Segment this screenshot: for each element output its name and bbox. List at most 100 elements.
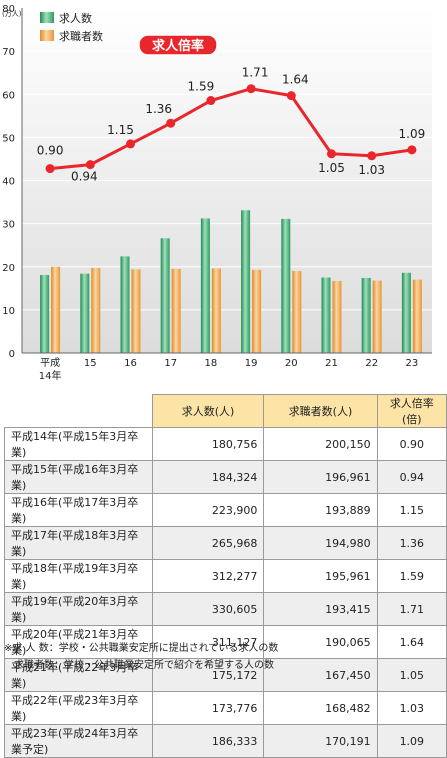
bar-seekers <box>51 266 61 353</box>
bar-seekers <box>412 279 422 353</box>
ratio-point <box>327 149 336 159</box>
cell-seekers: 196,961 <box>263 460 378 494</box>
bar-jobs <box>281 218 291 353</box>
ratio-point <box>286 91 296 101</box>
cell-ratio: 1.71 <box>376 592 447 626</box>
row-label: 平成23年(平成24年3月卒業予定) <box>4 724 153 758</box>
x-tick-label: 18 <box>205 358 218 369</box>
ratio-tag-label: 求人倍率 <box>152 38 204 54</box>
cell-ratio: 0.90 <box>376 427 447 461</box>
ratio-point <box>85 160 95 170</box>
ratio-point <box>45 164 55 174</box>
table-row: 平成15年(平成16年3月卒業) 184,324 196,961 0.94 <box>4 460 447 494</box>
table-row: 平成14年(平成15年3月卒業) 180,756 200,150 0.90 <box>4 427 447 461</box>
bar-jobs <box>160 238 170 353</box>
y-tick-label: 70 <box>2 47 15 58</box>
x-tick-label: 21 <box>325 358 338 369</box>
bar-jobs <box>401 272 411 353</box>
bar-seekers <box>332 280 342 353</box>
table-corner <box>4 394 153 428</box>
ratio-label: 1.15 <box>107 123 134 137</box>
y-tick-label: 80 <box>2 4 15 15</box>
header-jobs: 求人数(人) <box>151 394 265 428</box>
header-ratio: 求人倍率(倍) <box>376 394 447 428</box>
chart: 0 10 20 30 40 50 60 70 80 平成 14年 15 16 17 18 19 20 21 22 2… <box>2 4 432 382</box>
cell-seekers: 195,961 <box>263 559 378 593</box>
row-label: 平成16年(平成17年3月卒業) <box>4 493 153 527</box>
ratio-point <box>166 118 176 128</box>
ratio-label: 1.64 <box>282 73 309 87</box>
x-tick-label: 23 <box>406 358 419 369</box>
ratio-point <box>246 84 256 94</box>
cell-seekers: 167,450 <box>263 658 378 692</box>
x-tick-label: 22 <box>365 358 378 369</box>
table-row: 平成17年(平成18年3月卒業) 265,968 194,980 1.36 <box>4 526 447 560</box>
ratio-label: 1.05 <box>318 161 345 175</box>
bar-jobs <box>40 274 50 353</box>
y-unit: (万人) <box>2 10 22 18</box>
legend-label-jobs: 求人数 <box>59 12 92 25</box>
row-label: 平成15年(平成16年3月卒業) <box>4 460 153 494</box>
x-tick-label: 15 <box>84 358 97 369</box>
cell-seekers: 193,889 <box>263 493 378 527</box>
y-tick-label: 10 <box>2 306 15 317</box>
ratio-point <box>367 151 377 161</box>
cell-seekers: 190,065 <box>263 625 378 659</box>
ratio-label: 1.71 <box>242 66 269 80</box>
row-label: 平成17年(平成18年3月卒業) <box>4 526 153 560</box>
ratio-label: 0.94 <box>71 170 98 184</box>
cell-seekers: 168,482 <box>263 691 378 725</box>
cell-jobs: 184,324 <box>151 460 265 494</box>
cell-jobs: 180,756 <box>151 427 265 461</box>
ratio-label: 1.09 <box>399 127 426 141</box>
ratio-tag: 求人倍率 <box>138 34 218 56</box>
x-tick-label: 19 <box>245 358 258 369</box>
legend: 求人数 求職者数 <box>40 12 103 43</box>
cell-ratio: 1.03 <box>376 691 447 725</box>
table-row: 平成19年(平成20年3月卒業) 330,605 193,415 1.71 <box>4 592 447 626</box>
bar-jobs <box>361 277 371 353</box>
bar-seekers <box>252 269 262 353</box>
ratio-line-path <box>49 87 413 171</box>
bar-jobs <box>321 277 331 353</box>
ratio-label: 1.59 <box>188 80 215 94</box>
note-jobs: ※求 人 数：学校・公共職業安定所に提出されている求人の数 <box>4 643 279 654</box>
y-tick-label: 30 <box>2 220 15 231</box>
bar-jobs <box>120 256 130 353</box>
cell-jobs: 186,333 <box>151 724 265 758</box>
cell-ratio: 1.36 <box>376 526 447 560</box>
ratio-label: 0.90 <box>37 144 64 158</box>
notes: ※求 人 数：学校・公共職業安定所に提出されている求人の数 求職者数：学校・公共… <box>4 640 278 674</box>
bar-jobs <box>241 210 251 353</box>
bar-seekers <box>131 269 141 353</box>
ratio-point <box>206 96 216 106</box>
bar-seekers <box>91 268 101 353</box>
legend-swatch-jobs <box>40 12 54 23</box>
cell-jobs: 173,776 <box>151 691 265 725</box>
cell-ratio: 1.09 <box>376 724 447 758</box>
row-label: 平成14年(平成15年3月卒業) <box>4 427 153 461</box>
table-row: 平成22年(平成23年3月卒業) 173,776 168,482 1.03 <box>4 691 447 725</box>
cell-jobs: 223,900 <box>151 493 265 527</box>
cell-seekers: 193,415 <box>263 592 378 626</box>
ratio-label: 1.03 <box>358 163 385 177</box>
cell-ratio: 1.05 <box>376 658 447 692</box>
header-seekers: 求職者数(人) <box>263 394 378 428</box>
bar-seekers <box>292 271 302 353</box>
table-row: 平成18年(平成19年3月卒業) 312,277 195,961 1.59 <box>4 559 447 593</box>
x-tick-label: 16 <box>124 358 137 369</box>
cell-seekers: 170,191 <box>263 724 378 758</box>
y-tick-label: 0 <box>9 349 15 360</box>
row-label: 平成22年(平成23年3月卒業) <box>4 691 153 725</box>
y-tick-label: 20 <box>2 263 15 274</box>
note-seekers: 求職者数：学校・公共職業安定所で紹介を希望する人の数 <box>4 660 274 671</box>
x-tick-label: 17 <box>164 358 177 369</box>
cell-ratio: 1.64 <box>376 625 447 659</box>
bar-seekers <box>372 280 382 353</box>
table-header-row: 求人数(人) 求職者数(人) 求人倍率(倍) <box>4 394 447 428</box>
y-tick-label: 60 <box>2 90 15 101</box>
cell-jobs: 265,968 <box>151 526 265 560</box>
y-tick-label: 50 <box>2 133 15 144</box>
x-tick-label: 平成 14年 <box>39 357 62 382</box>
cell-ratio: 0.94 <box>376 460 447 494</box>
